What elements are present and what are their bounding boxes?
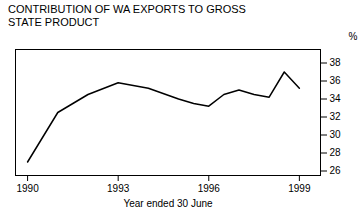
svg-text:32: 32 bbox=[330, 111, 342, 122]
svg-text:Year ended 30 June: Year ended 30 June bbox=[123, 198, 213, 209]
svg-text:36: 36 bbox=[330, 75, 342, 86]
svg-text:38: 38 bbox=[330, 57, 342, 68]
svg-text:26: 26 bbox=[330, 165, 342, 176]
svg-text:34: 34 bbox=[330, 93, 342, 104]
svg-text:1990: 1990 bbox=[16, 183, 39, 194]
svg-text:1993: 1993 bbox=[107, 183, 130, 194]
svg-text:1996: 1996 bbox=[198, 183, 221, 194]
svg-text:1999: 1999 bbox=[288, 183, 311, 194]
html-text:STATE PRODUCT: STATE PRODUCT bbox=[8, 16, 100, 28]
svg-text:28: 28 bbox=[330, 147, 342, 158]
html-text:CONTRIBUTION OF WA EXPORTS TO: CONTRIBUTION OF WA EXPORTS TO GROSS bbox=[8, 3, 246, 15]
svg-text:30: 30 bbox=[330, 129, 342, 140]
svg-text:%: % bbox=[349, 31, 358, 42]
